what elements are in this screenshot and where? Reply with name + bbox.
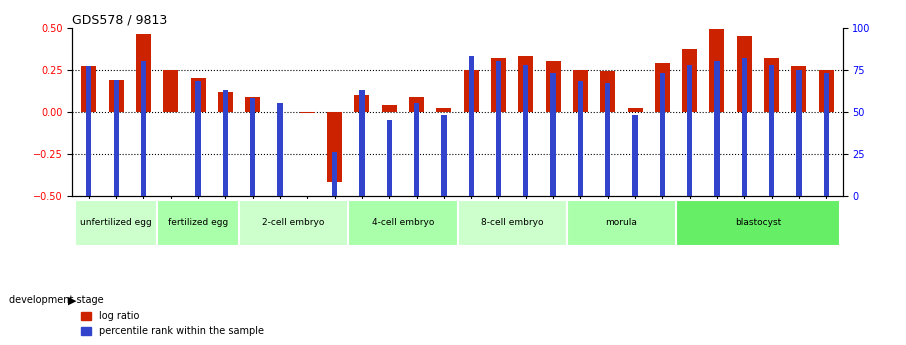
Bar [196, 81, 201, 196]
Bar [496, 61, 501, 196]
Bar [381, 105, 397, 112]
FancyBboxPatch shape [348, 199, 458, 246]
Bar [660, 73, 665, 196]
Bar [441, 115, 447, 196]
Text: unfertilized egg: unfertilized egg [81, 218, 152, 227]
Legend: log ratio, percentile rank within the sample: log ratio, percentile rank within the sa… [77, 307, 267, 340]
Text: 2-cell embryo: 2-cell embryo [263, 218, 325, 227]
FancyBboxPatch shape [157, 199, 239, 246]
Bar [737, 36, 752, 112]
Bar [824, 73, 829, 196]
Text: 8-cell embryo: 8-cell embryo [481, 218, 544, 227]
Bar [632, 115, 638, 196]
Bar [687, 65, 692, 196]
Bar [518, 56, 534, 112]
Bar [709, 29, 725, 112]
FancyBboxPatch shape [676, 199, 840, 246]
Bar [332, 152, 337, 196]
Bar [163, 70, 178, 112]
Bar [551, 73, 555, 196]
Bar [223, 90, 228, 196]
Bar [414, 103, 419, 196]
Bar [796, 70, 802, 196]
Text: GDS578 / 9813: GDS578 / 9813 [72, 13, 168, 27]
Bar [819, 70, 834, 112]
Bar [742, 58, 747, 196]
Text: blastocyst: blastocyst [735, 218, 781, 227]
Bar [682, 49, 697, 112]
Bar [764, 58, 779, 112]
Bar [250, 98, 255, 196]
FancyBboxPatch shape [458, 199, 567, 246]
Bar [387, 120, 392, 196]
Bar [218, 91, 233, 112]
Bar [628, 108, 642, 112]
Bar [300, 112, 315, 114]
Bar [136, 34, 151, 112]
Text: fertilized egg: fertilized egg [168, 218, 228, 227]
Text: development stage: development stage [9, 295, 103, 305]
Bar [360, 90, 364, 196]
Bar [464, 70, 478, 112]
Bar [655, 63, 670, 112]
Bar [82, 66, 96, 112]
Bar [791, 66, 806, 112]
FancyBboxPatch shape [239, 199, 348, 246]
Bar [769, 65, 775, 196]
Bar [578, 81, 583, 196]
Bar [605, 83, 611, 196]
FancyBboxPatch shape [567, 199, 676, 246]
Text: morula: morula [605, 218, 637, 227]
Bar [409, 97, 424, 112]
Bar [714, 61, 719, 196]
Bar [190, 78, 206, 112]
Bar [327, 112, 342, 183]
Bar [573, 70, 588, 112]
Bar [354, 95, 370, 112]
Bar [140, 61, 146, 196]
Bar [113, 80, 119, 196]
Bar [277, 103, 283, 196]
Bar [246, 97, 260, 112]
Bar [86, 66, 92, 196]
Text: 4-cell embryo: 4-cell embryo [371, 218, 434, 227]
Bar [468, 56, 474, 196]
Text: ▶: ▶ [68, 295, 76, 305]
FancyBboxPatch shape [75, 199, 157, 246]
Bar [109, 80, 124, 112]
Bar [437, 108, 451, 112]
Bar [523, 65, 528, 196]
Bar [545, 61, 561, 112]
Bar [600, 71, 615, 112]
Bar [491, 58, 506, 112]
